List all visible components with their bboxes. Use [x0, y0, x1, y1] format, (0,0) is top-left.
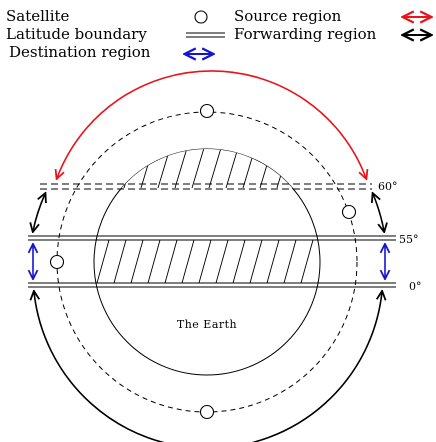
forwarding-region-arrow-left-upper: [33, 194, 45, 231]
legend-satellite-label: Satellite: [6, 7, 70, 25]
legend-latitude-boundary-icon: [186, 32, 225, 38]
satellite-right: [341, 204, 357, 220]
latitude-label-55: 55°: [399, 233, 419, 246]
legend-satellite-icon: [194, 10, 208, 24]
forwarding-region-arrow-right-upper: [373, 194, 384, 231]
earth: The Earth: [93, 148, 321, 376]
forwarding-region-arrow-bottom: [34, 292, 382, 442]
legend-forwarding-region-label: Forwarding region: [234, 25, 377, 43]
satellite-top: [199, 103, 215, 119]
earth-label: The Earth: [177, 318, 237, 331]
hatch-region-north: [94, 149, 320, 189]
latitude-boundary-60: [40, 183, 372, 190]
latitude-boundary-0: [28, 282, 396, 288]
satellite-bottom: [199, 404, 215, 420]
legend-source-region-label: Source region: [234, 7, 342, 25]
legend: Satellite Latitude boundary Destination …: [6, 7, 430, 61]
latitude-label-0: 0°: [409, 280, 422, 293]
legend-destination-region-label: Destination region: [9, 43, 151, 61]
latitude-boundary-55: [28, 235, 396, 241]
satellite-left: [49, 254, 65, 270]
hatch-region-equatorial: [96, 239, 320, 284]
latitude-label-60: 60°: [378, 180, 398, 193]
source-region-arrow: [57, 70, 366, 178]
legend-latitude-boundary-label: Latitude boundary: [6, 25, 147, 43]
